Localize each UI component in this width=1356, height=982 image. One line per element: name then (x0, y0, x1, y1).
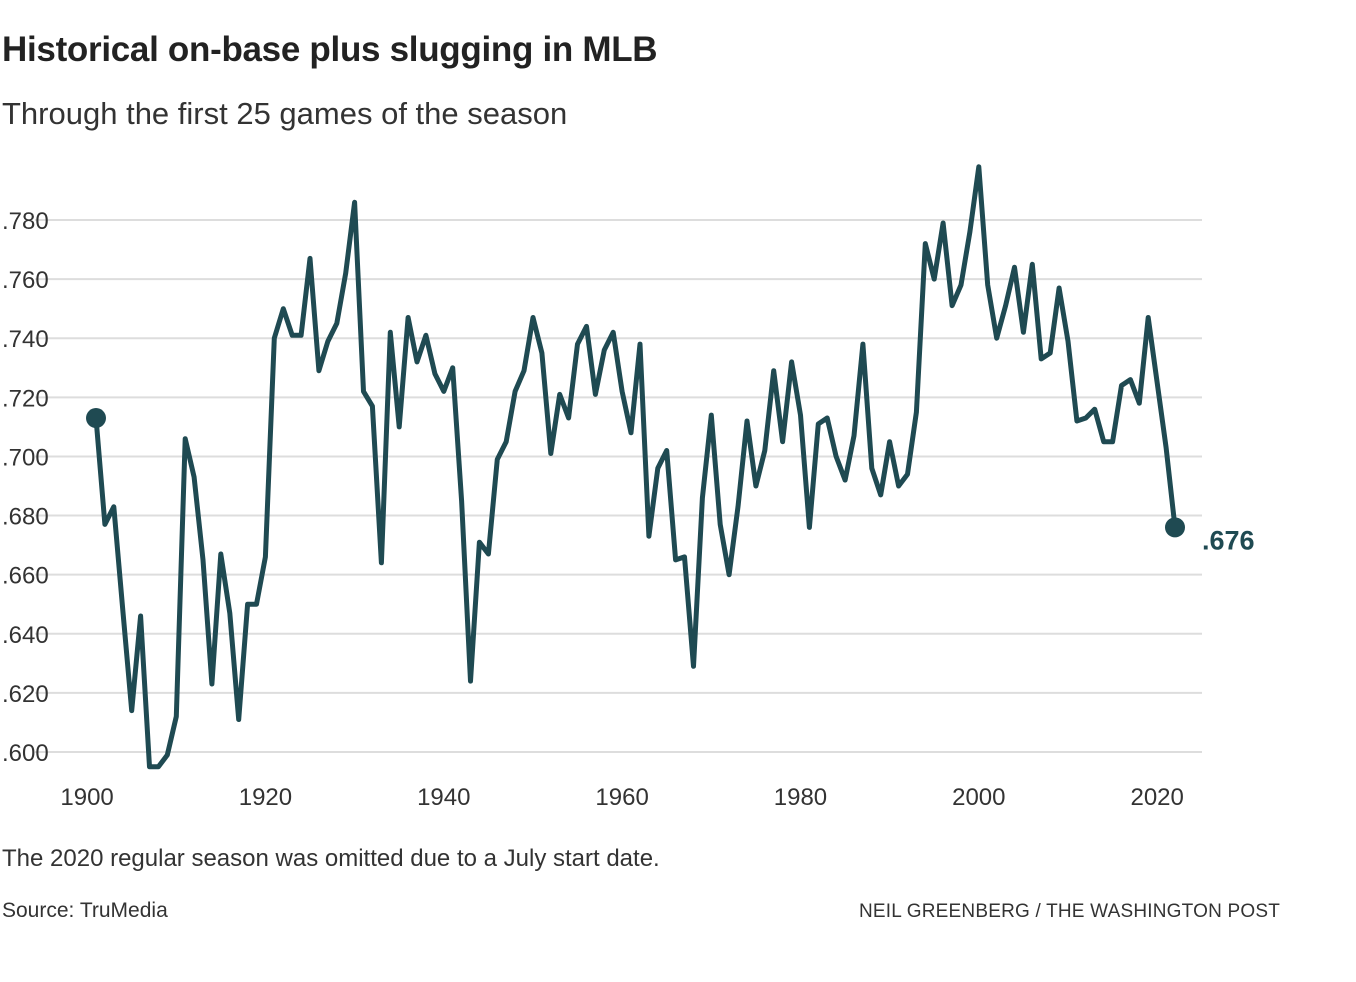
y-tick-label: .780 (2, 208, 49, 235)
x-tick-label: 1920 (239, 784, 292, 811)
chart-note: The 2020 regular season was omitted due … (2, 845, 660, 872)
ops-series-line (93, 164, 1178, 770)
y-tick-label: .660 (2, 563, 49, 590)
y-tick-label: .700 (2, 444, 49, 471)
chart-subtitle: Through the first 25 games of the season (2, 96, 568, 131)
chart-title: Historical on-base plus slugging in MLB (2, 30, 658, 69)
line-chart: .600 .620 .640 .660 .680 .700 .720 .740 .760 .780… (2, 164, 1255, 811)
y-tick-label: .760 (2, 267, 49, 294)
y-tick-label: .680 (2, 504, 49, 531)
end-point-marker (1165, 517, 1185, 538)
start-point-marker (86, 408, 106, 429)
source-credit: Source: TruMedia (2, 899, 168, 922)
byline: NEIL GREENBERG / THE WASHINGTON POST (858, 901, 1280, 922)
x-tick-label: 1940 (417, 784, 470, 811)
y-tick-label: .640 (2, 622, 49, 649)
x-axis: 1900 1920 1940 1960 1980 2000 2020 (60, 784, 1183, 811)
x-tick-label: 2020 (1130, 784, 1183, 811)
y-tick-label: .740 (2, 326, 49, 353)
x-tick-label: 1960 (595, 784, 648, 811)
series-layer: .676 (86, 164, 1255, 770)
y-axis: .600 .620 .640 .660 .680 .700 .720 .740 .760 .780 (2, 208, 49, 767)
y-tick-label: .620 (2, 681, 49, 708)
end-value-label: .676 (1202, 525, 1255, 555)
y-tick-label: .600 (2, 740, 49, 767)
x-tick-label: 2000 (952, 784, 1005, 811)
y-tick-label: .720 (2, 385, 49, 412)
x-tick-label: 1980 (774, 784, 827, 811)
x-tick-label: 1900 (60, 784, 113, 811)
